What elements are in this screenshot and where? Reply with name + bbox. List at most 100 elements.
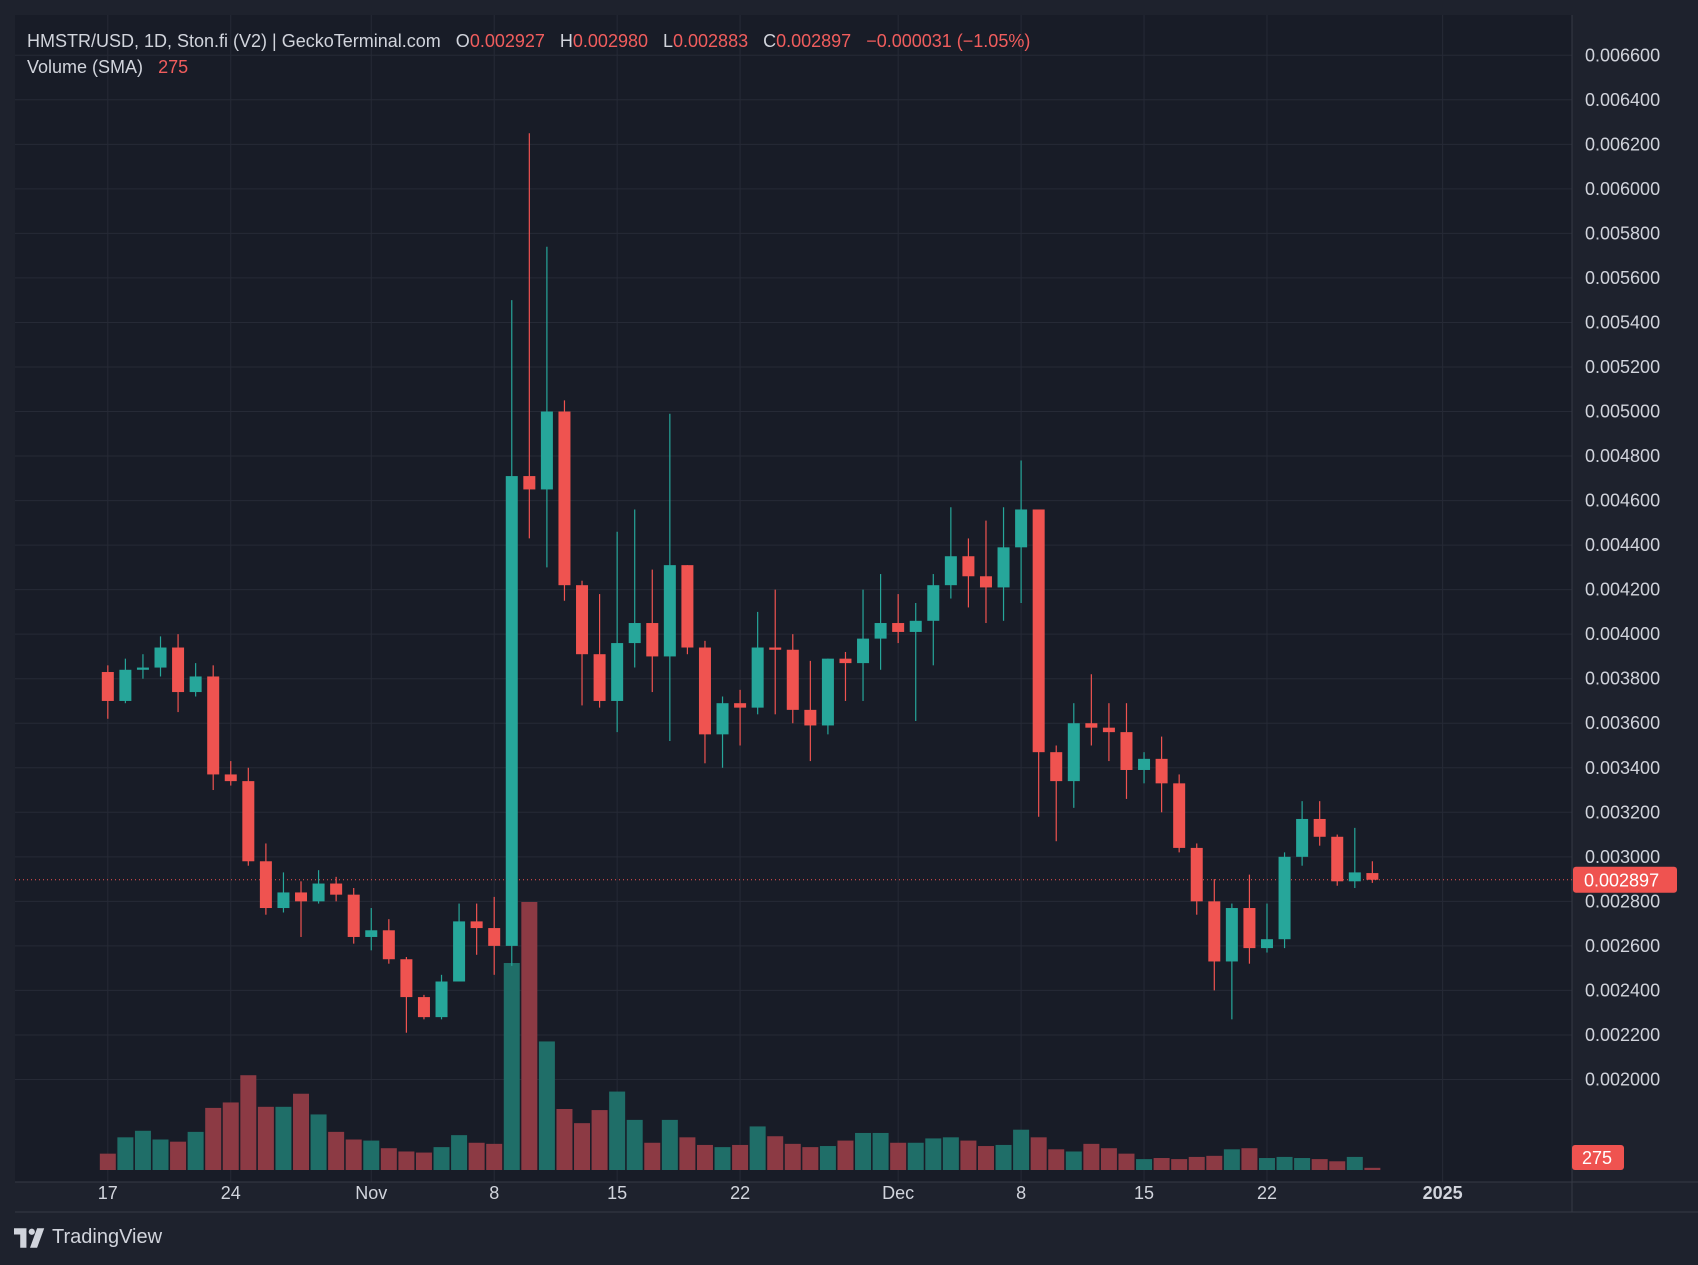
price-change: −0.000031 (−1.05%) — [866, 31, 1031, 51]
price-tick-label: 0.006200 — [1585, 134, 1660, 154]
volume-bar — [855, 1132, 872, 1170]
price-axis[interactable]: 0.002000 0.002200 0.002400 0.002600 0.002800… — [1585, 45, 1660, 1089]
price-tick-label: 0.006600 — [1585, 45, 1660, 65]
volume-bar — [293, 1093, 310, 1170]
price-tick-label: 0.002200 — [1585, 1025, 1660, 1045]
candle-body — [1208, 901, 1221, 962]
volume-bar — [1311, 1159, 1328, 1170]
candle-body — [312, 883, 325, 902]
price-tick-label: 0.005000 — [1585, 402, 1660, 422]
volume-bar — [802, 1147, 819, 1170]
volume-bar — [925, 1138, 942, 1170]
candle-body — [1050, 752, 1063, 782]
price-tick-label: 0.003600 — [1585, 713, 1660, 733]
volume-bar — [187, 1131, 204, 1170]
volume-indicator-label[interactable]: Volume (SMA) — [27, 57, 144, 77]
volume-bar — [784, 1143, 801, 1170]
plot-area[interactable] — [15, 15, 1572, 1182]
candle-body — [1032, 509, 1045, 753]
candle-body — [979, 576, 992, 588]
candle-body — [1138, 758, 1151, 770]
time-tick-label: 24 — [221, 1183, 241, 1203]
volume-bar — [380, 1148, 397, 1170]
volume-bar — [1030, 1137, 1047, 1170]
price-tick-label: 0.002600 — [1585, 936, 1660, 956]
volume-bar — [960, 1140, 977, 1170]
candle-body — [523, 476, 536, 490]
chart-legend: HMSTR/USD, 1D, Ston.fi (V2) | GeckoTermi… — [27, 28, 1030, 80]
candles — [101, 133, 1379, 1033]
candle-body — [540, 411, 553, 490]
volume-bar — [556, 1108, 573, 1170]
candle-body — [347, 894, 360, 937]
volume-bar — [942, 1137, 959, 1170]
volume-bar — [415, 1152, 432, 1170]
volume-bar — [134, 1130, 151, 1170]
candle-body — [786, 649, 799, 710]
candle-body — [259, 861, 272, 909]
volume-bar — [486, 1143, 503, 1170]
candle-body — [242, 781, 255, 862]
candle-body — [295, 892, 308, 902]
candle-body — [189, 676, 202, 693]
volume-bar — [644, 1142, 661, 1170]
volume-bar — [609, 1091, 626, 1170]
volume-bar — [451, 1135, 468, 1170]
price-tick-label: 0.006000 — [1585, 179, 1660, 199]
open-value: 0.002927 — [469, 31, 545, 51]
volume-bar — [696, 1144, 713, 1170]
time-axis[interactable]: 17 24 Nov 8 15 22 Dec 8 15 22 2025 — [98, 1183, 1463, 1203]
volume-bar — [574, 1123, 591, 1170]
volume-bar — [872, 1132, 889, 1170]
price-tick-label: 0.005600 — [1585, 268, 1660, 288]
candle-body — [576, 585, 589, 655]
volume-bar — [1118, 1153, 1135, 1170]
candle-body — [663, 565, 676, 657]
price-tick-label: 0.005200 — [1585, 357, 1660, 377]
candle-body — [892, 623, 905, 632]
candle-body — [277, 892, 290, 909]
volume-bar — [1346, 1156, 1363, 1170]
volume-bar — [398, 1151, 415, 1170]
candle-body — [1120, 732, 1133, 770]
candle-body — [136, 667, 149, 670]
candle-body — [1067, 723, 1080, 782]
candle-body — [646, 623, 659, 657]
candle-body — [874, 623, 887, 639]
candle-body — [488, 928, 501, 946]
volume-bar — [328, 1131, 345, 1170]
price-tick-label: 0.004800 — [1585, 446, 1660, 466]
candle-body — [558, 411, 571, 586]
volume-bar — [714, 1147, 731, 1170]
tradingview-logo[interactable]: TradingView — [14, 1226, 162, 1249]
candle-body — [1190, 847, 1203, 902]
tradingview-wordmark: TradingView — [52, 1226, 163, 1248]
candle-body — [821, 658, 834, 726]
time-tick-label: Dec — [882, 1183, 914, 1203]
candle-body — [1296, 818, 1309, 857]
candle-body — [681, 565, 694, 648]
volume-bar — [257, 1106, 274, 1170]
time-tick-label: 15 — [607, 1183, 627, 1203]
volume-bar — [363, 1140, 380, 1170]
grid-lines — [15, 15, 1698, 1213]
time-tick-label: 8 — [489, 1183, 499, 1203]
candle-body — [400, 959, 413, 998]
volume-badge: 275 — [1572, 1145, 1624, 1170]
volume-bar — [1013, 1129, 1030, 1170]
candle-body — [927, 585, 940, 621]
candle-body — [1243, 908, 1256, 949]
price-tick-label: 0.004400 — [1585, 535, 1660, 555]
candle-body — [154, 647, 167, 668]
price-tick-label: 0.002400 — [1585, 980, 1660, 1000]
volume-bar — [995, 1144, 1012, 1170]
candle-body — [172, 647, 185, 693]
candle-body — [224, 774, 237, 782]
high-label: H — [559, 31, 573, 51]
candle-body — [628, 623, 641, 644]
symbol-title[interactable]: HMSTR/USD, 1D, Ston.fi (V2) | GeckoTermi… — [27, 31, 441, 51]
last-price-badge: 0.002897 — [1573, 866, 1677, 893]
volume-bar — [1083, 1143, 1100, 1170]
volume-bar — [152, 1139, 169, 1170]
